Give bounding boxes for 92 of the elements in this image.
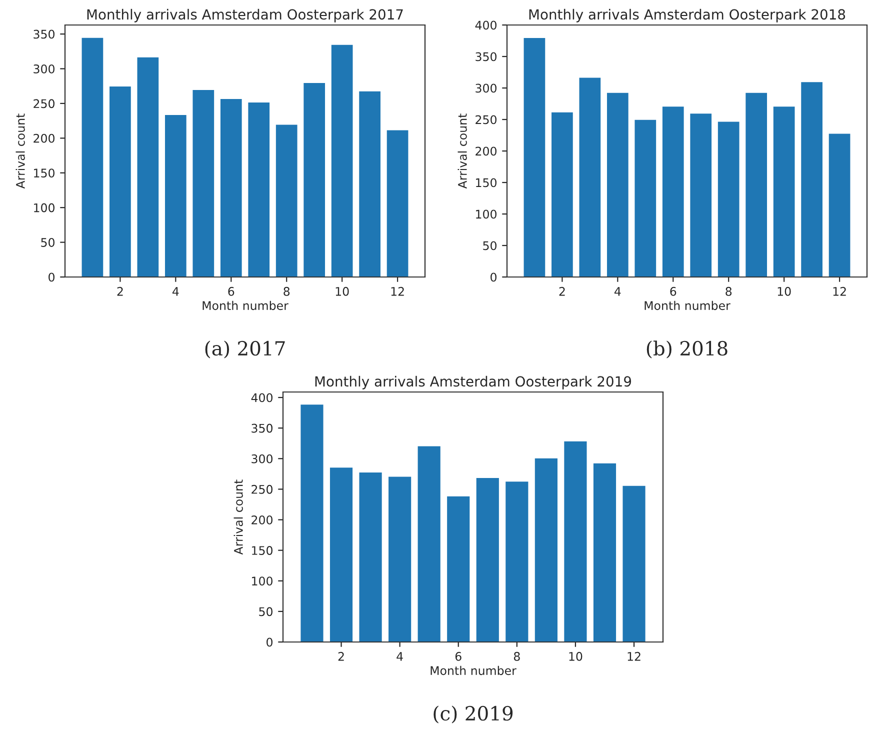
x-tick-label: 6 — [455, 652, 462, 661]
y-tick-label: 50 — [259, 607, 272, 616]
chart-title: Monthly arrivals Amsterdam Oosterpark 2019 — [315, 376, 632, 390]
bar — [534, 458, 558, 642]
y-tick-label: 100 — [476, 210, 496, 219]
y-tick-label: 400 — [475, 20, 496, 30]
y-tick-label: 0 — [266, 638, 272, 647]
y-tick-label: 200 — [34, 134, 54, 143]
bar — [828, 132, 852, 277]
y-tick-label: 300 — [34, 64, 54, 74]
x-tick-label: 2 — [117, 286, 123, 296]
y-tick-label: 0 — [48, 272, 54, 282]
bar — [164, 114, 188, 277]
x-axis-title: Month number — [430, 666, 516, 676]
bar — [662, 106, 685, 277]
x-tick-label: 10 — [569, 652, 582, 661]
y-tick-label: 350 — [252, 424, 272, 433]
x-tick-label: 8 — [284, 286, 290, 296]
x-tick-label: 6 — [228, 286, 234, 296]
bar — [330, 44, 354, 277]
bar — [446, 495, 470, 642]
y-tick-label: 300 — [252, 454, 272, 464]
x-tick-label: 10 — [778, 286, 791, 296]
bar — [550, 112, 574, 277]
bar — [504, 480, 530, 642]
y-tick-label: 350 — [34, 30, 54, 39]
y-tick-label: 150 — [34, 168, 54, 178]
bar — [108, 86, 132, 277]
bar — [592, 462, 617, 642]
bar — [522, 37, 546, 277]
text: (b) 2018 — [646, 340, 728, 358]
text: (c) 2019 — [434, 706, 513, 724]
y-tick-label: 150 — [252, 546, 272, 555]
bar — [358, 472, 383, 642]
y-tick-label: 150 — [476, 178, 496, 188]
bar — [689, 112, 712, 277]
bar — [80, 37, 104, 277]
bar — [386, 129, 410, 277]
x-axis-title: Month number — [644, 300, 730, 310]
y-tick-label: 250 — [476, 115, 496, 124]
y-tick-label: 200 — [476, 146, 496, 156]
x-tick-label: 12 — [833, 286, 846, 296]
bar — [744, 92, 768, 277]
x-tick-label: 2 — [338, 652, 344, 661]
bar — [622, 485, 646, 642]
bar — [416, 445, 442, 642]
bar — [476, 477, 500, 642]
bar — [388, 476, 412, 642]
y-axis-title: Arrival count — [458, 114, 467, 189]
bar — [563, 440, 588, 642]
bar — [606, 92, 630, 277]
bar — [300, 404, 324, 642]
x-tick-label: 4 — [614, 287, 621, 296]
y-tick-label: 0 — [490, 272, 496, 282]
bar — [247, 102, 270, 277]
y-tick-label: 350 — [476, 52, 496, 62]
bar — [220, 98, 243, 277]
bar — [329, 466, 354, 642]
bar — [717, 120, 740, 277]
y-tick-label: 250 — [34, 99, 54, 108]
bar — [136, 56, 160, 277]
x-tick-label: 6 — [670, 286, 676, 296]
bar — [800, 81, 824, 277]
x-tick-label: 8 — [726, 286, 732, 296]
x-tick-label: 4 — [396, 652, 403, 661]
y-tick-label: 100 — [252, 576, 272, 586]
y-axis-title: Arrival count — [16, 114, 25, 189]
bar — [275, 124, 298, 277]
x-tick-label: 8 — [514, 652, 520, 661]
chart-title: Monthly arrivals Amsterdam Oosterpark 2017 — [87, 8, 403, 22]
y-tick-label: 100 — [34, 203, 54, 212]
bar — [302, 82, 326, 277]
y-tick-label: 250 — [252, 484, 272, 494]
y-axis-title: Arrival count — [234, 480, 243, 555]
bar — [192, 89, 215, 277]
x-axis-title: Month number — [202, 300, 288, 310]
y-tick-label: 300 — [476, 84, 496, 93]
chart-title: Monthly arrivals Amsterdam Oosterpark 2018 — [529, 8, 846, 22]
bar — [578, 76, 602, 277]
x-tick-label: 12 — [628, 652, 640, 661]
x-tick-label: 12 — [391, 286, 404, 296]
bar — [358, 90, 382, 277]
x-tick-label: 10 — [336, 286, 349, 296]
text: (a) 2017 — [205, 340, 285, 358]
x-tick-label: 2 — [559, 286, 565, 296]
x-tick-label: 4 — [172, 287, 179, 296]
y-tick-label: 50 — [483, 241, 496, 250]
y-tick-label: 50 — [41, 238, 54, 247]
y-tick-label: 400 — [251, 393, 272, 402]
bar — [772, 106, 796, 277]
y-tick-label: 200 — [252, 515, 272, 524]
bar — [634, 119, 657, 277]
